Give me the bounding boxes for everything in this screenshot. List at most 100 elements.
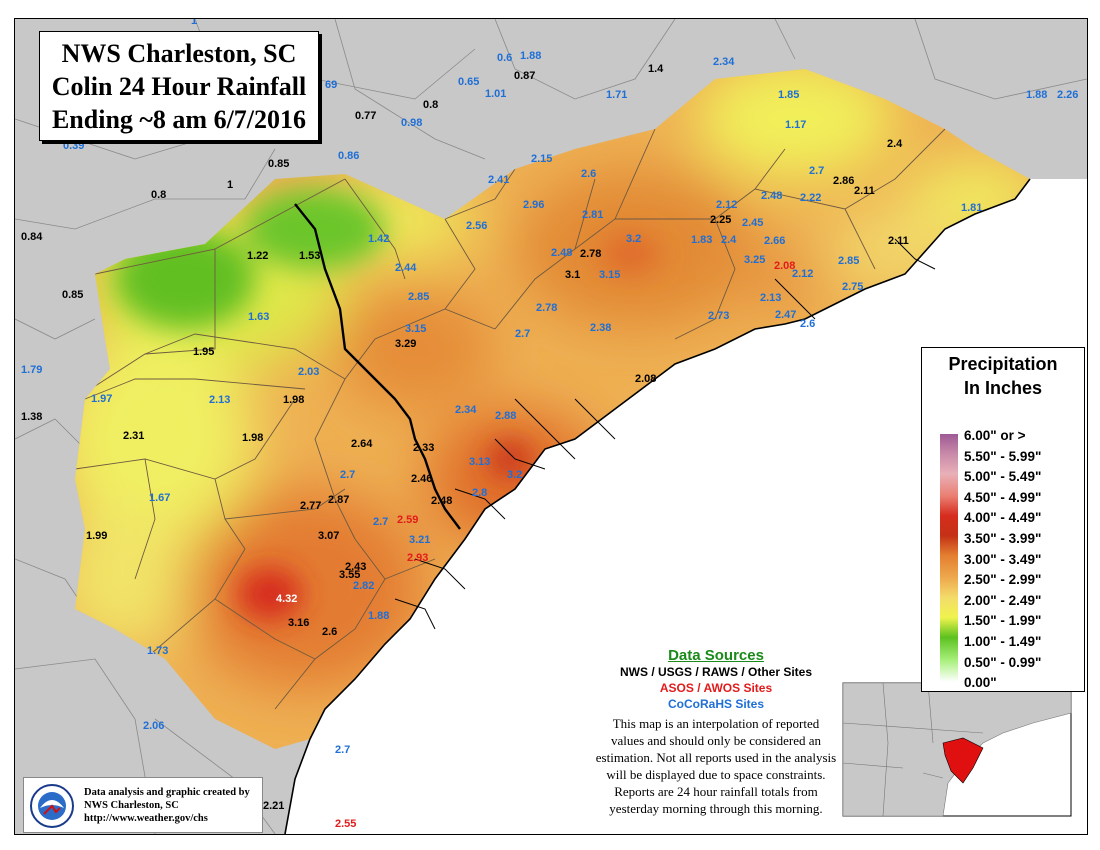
rain-report-label: 2.85 [838,255,859,267]
rain-report-label: 2.33 [413,442,434,454]
rain-report-label: 2.48 [551,247,572,259]
rain-report-label: 1.63 [248,311,269,323]
rain-report-label: 2.7 [340,469,355,481]
rain-report-label: 2.56 [466,220,487,232]
rain-report-label: 2.87 [328,494,349,506]
title-line-1: NWS Charleston, SC [61,39,297,68]
rain-report-label: 3.2 [626,233,641,245]
legend-entries: 6.00" or > 5.50" - 5.99" 5.00" - 5.49" 4.50… [964,426,1041,694]
legend-entry: 2.00" - 2.49" [964,592,1042,608]
rain-report-label: 2.13 [209,394,230,406]
rain-report-label: 2.78 [536,302,557,314]
nws-logo-icon [30,784,74,828]
rain-report-label: 2.6 [322,626,337,638]
rain-report-label: 1.4 [648,63,664,75]
rain-report-label: 1 [191,19,197,27]
rain-report-label: 1.85 [778,89,799,101]
legend-entry: 3.00" - 3.49" [964,551,1042,567]
rain-report-label: 2.26 [1057,89,1078,101]
rain-report-label: 2.46 [411,473,432,485]
rain-report-label: 2.86 [833,175,854,187]
ocean [285,179,1087,834]
rain-report-label: 3.2 [507,469,522,481]
rain-report-label: 0.86 [338,150,359,162]
rain-report-label: 2.48 [431,495,452,507]
rain-report-label: 0.85 [62,289,83,301]
rain-report-label: 0.6 [497,52,512,64]
rain-report-label: 2.7 [373,516,388,528]
rain-report-label: 0.65 [458,76,479,88]
rain-report-label: 2.73 [708,310,729,322]
data-sources-title: Data Sources [668,647,764,664]
rain-report-labels: 1 0.6 1.88 1.4 2.34 0.65 0.87 1.01 1.71 1.85 1.88 2… [21,19,1078,830]
credit-line-2: NWS Charleston, SC [84,800,179,811]
title-line-3: Ending ~8 am 6/7/2016 [51,105,307,134]
legend-entry: 4.50" - 4.99" [964,489,1042,505]
rain-report-label: 3.1 [565,269,580,281]
rain-report-label: 2.7 [335,744,350,756]
rain-report-label: 0.98 [401,117,422,129]
precipitation-legend: Precipitation In Inches 6.00" or > 5.50" … [921,347,1085,692]
rain-report-label: 2.34 [713,56,735,68]
rain-report-label: 2.12 [716,199,737,211]
rain-report-label: 2.25 [710,214,731,226]
legend-title-line-1: Precipitation [948,354,1058,374]
rain-report-label: 1.53 [299,250,320,262]
rain-report-label: 1.95 [193,346,214,358]
asos-source-label: ASOS / AWOS Sites [659,681,773,695]
rain-report-label: 1.67 [149,492,170,504]
rain-report-label: 2.7 [809,165,824,177]
rain-report-label: 2.6 [581,168,596,180]
rain-report-label: 1.42 [368,233,389,245]
rain-report-label: 2.38 [590,322,611,334]
legend-entry: 6.00" or > [964,428,1026,443]
rain-report-label: 1.38 [21,411,42,423]
rain-report-label: 2.78 [580,248,601,260]
rain-report-label: 3.16 [288,617,309,629]
rain-report-label: 2.08 [774,260,795,272]
rain-report-label: 2.08 [635,373,656,385]
rain-report-label: 2.45 [742,217,763,229]
rain-report-label: 3.15 [599,269,620,281]
disclaimer-line: values and should only be considered an [610,733,822,748]
rain-report-label: 2.47 [775,309,796,321]
legend-entry: 4.00" - 4.49" [964,510,1042,526]
rain-report-label: 2.06 [143,720,164,732]
rain-report-label: 3.13 [469,456,490,468]
credit-link[interactable]: http://www.weather.gov/chs [84,813,208,824]
disclaimer-text: This map is an interpolation of reported… [571,715,861,817]
rain-report-label: 1 [227,179,233,191]
tidal-creeks [394,238,936,630]
credit-line-1: Data analysis and graphic created by [84,787,250,798]
rain-report-label: 2.41 [488,174,509,186]
disclaimer-line: This map is an interpolation of reported [612,716,820,731]
rain-report-label: 2.96 [523,199,544,211]
rainfall-map[interactable]: 1 0.6 1.88 1.4 2.34 0.65 0.87 1.01 1.71 1.85 1.88 2… [14,18,1088,835]
rain-report-label: 1.71 [606,89,627,101]
disclaimer-line: will be displayed due to space constrain… [606,767,826,782]
rain-report-label: 2.4 [887,138,903,150]
rain-report-label: 0.8 [151,189,166,201]
nws-source-label: NWS / USGS / RAWS / Other Sites [619,665,813,679]
rain-report-label: 2.44 [395,262,417,274]
map-canvas: 1 0.6 1.88 1.4 2.34 0.65 0.87 1.01 1.71 1.85 1.88 2… [15,19,1087,834]
rain-report-label: 2.34 [455,404,477,416]
rain-report-label: 3.29 [395,338,416,350]
rain-report-label: 3.21 [409,534,430,546]
rain-report-label: 4.32 [276,593,297,605]
legend-entry: 1.00" - 1.49" [964,633,1042,649]
legend-entry: 5.00" - 5.49" [964,469,1042,485]
rain-report-label: 1.17 [785,119,806,131]
legend-entry: 2.50" - 2.99" [964,572,1042,588]
rain-report-label: 0.8 [423,99,438,111]
legend-title-line-2: In Inches [963,378,1043,398]
rain-report-label: 2.03 [298,366,319,378]
disclaimer-line: estimation. Not all reports used in the … [595,750,837,765]
state-line [294,203,461,530]
rain-report-label: 3.25 [744,254,765,266]
rain-report-label: 3.07 [318,530,339,542]
legend-entry: 3.50" - 3.99" [964,530,1042,546]
legend-title: Precipitation In Inches [922,352,1084,400]
rain-report-label: 0.85 [268,158,289,170]
rain-report-label: 1.88 [520,50,541,62]
